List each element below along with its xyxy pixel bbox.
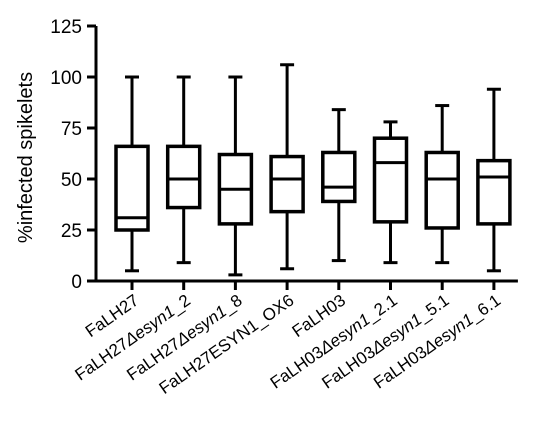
box-iqr — [321, 150, 357, 204]
y-tick-label: 100 — [50, 68, 82, 89]
y-tick-label: 50 — [61, 170, 82, 191]
box-iqr — [269, 154, 305, 214]
y-tick-label: 0 — [71, 272, 82, 293]
y-tick-label: 125 — [50, 17, 82, 38]
category-label-part: FaLH27 — [72, 334, 132, 384]
box-iqr — [165, 144, 202, 210]
y-tick-label: 75 — [61, 119, 82, 140]
y-axis-label: %infected spikelets — [15, 72, 37, 243]
box-iqr — [424, 150, 460, 230]
y-tick-label: 25 — [61, 221, 82, 242]
category-label-part: FaLH03 — [267, 342, 327, 392]
box-iqr — [476, 158, 512, 226]
box-iqr — [114, 144, 150, 232]
box-iqr — [372, 136, 409, 224]
